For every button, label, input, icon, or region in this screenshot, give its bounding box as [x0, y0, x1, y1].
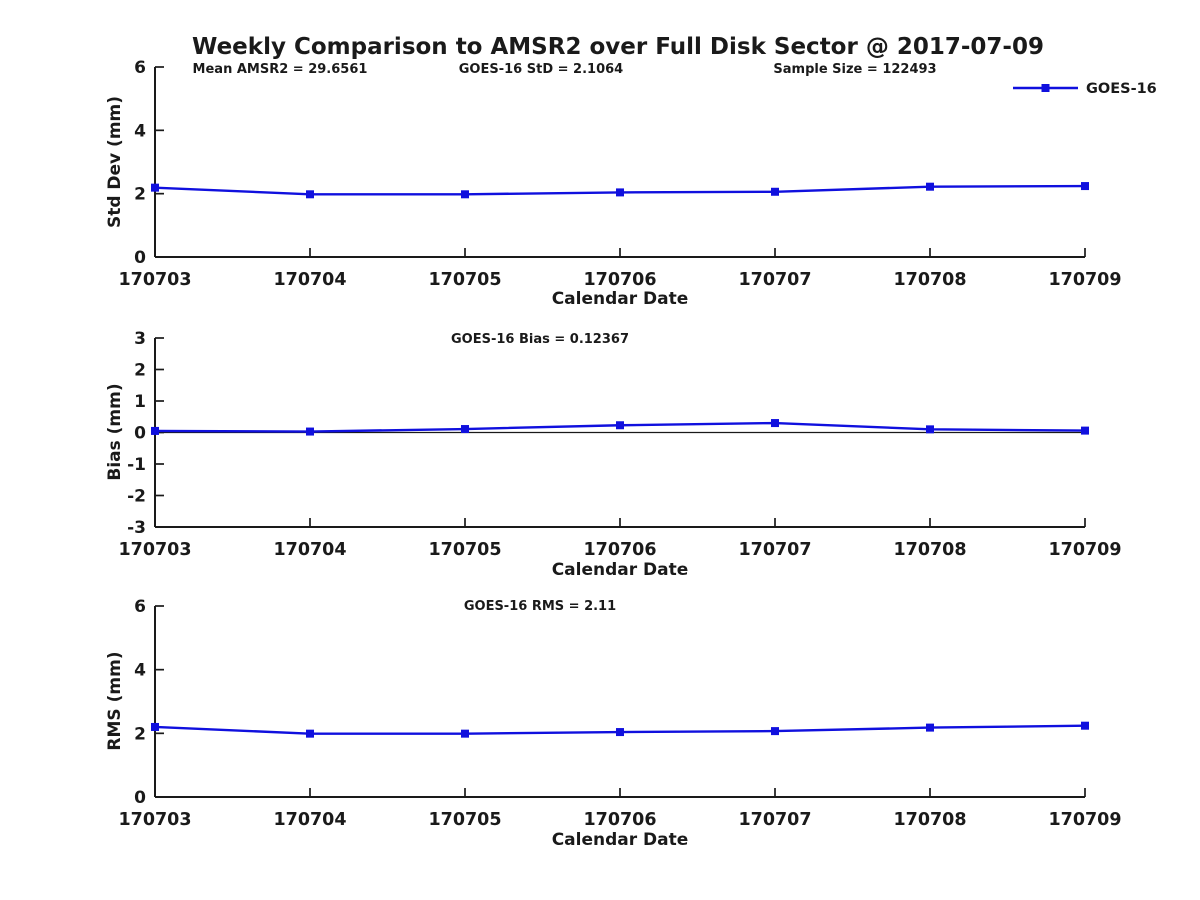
y-tick-label: 0 [134, 424, 146, 444]
data-point-marker [926, 182, 934, 191]
x-tick-label: 170706 [583, 270, 656, 290]
x-tick-label: 170704 [273, 270, 346, 290]
data-point-marker [616, 728, 624, 737]
data-point-marker [771, 419, 779, 428]
y-tick-label: 3 [134, 329, 146, 349]
data-point-marker [461, 190, 469, 199]
x-tick-label: 170708 [893, 810, 966, 830]
x-tick-label: 170707 [738, 270, 811, 290]
x-tick-label: 170709 [1048, 540, 1121, 560]
calendar-date-x-axis-label-2: Calendar Date [552, 560, 689, 580]
y-tick-label: 2 [134, 724, 146, 744]
x-tick-label: 170709 [1048, 270, 1121, 290]
figure-title: Weekly Comparison to AMSR2 over Full Dis… [192, 34, 1044, 60]
y-tick-label: -3 [127, 518, 146, 538]
data-point-marker [1081, 721, 1089, 730]
legend: GOES-16 [1013, 81, 1157, 97]
mean-amsr2-annotation: Mean AMSR2 = 29.6561 [193, 62, 368, 77]
data-point-marker [1081, 426, 1089, 435]
goes16-std-annotation: GOES-16 StD = 2.1064 [459, 62, 623, 77]
goes16-bias-annotation: GOES-16 Bias = 0.12367 [451, 332, 629, 347]
rms-y-axis-label: RMS (mm) [105, 651, 125, 750]
x-tick-label: 170703 [118, 270, 191, 290]
x-tick-label: 170706 [583, 540, 656, 560]
x-tick-label: 170703 [118, 810, 191, 830]
x-tick-label: 170708 [893, 270, 966, 290]
calendar-date-x-axis-label-3: Calendar Date [552, 830, 689, 850]
data-point-marker [771, 727, 779, 736]
data-point-marker [151, 722, 159, 731]
y-tick-label: 6 [134, 58, 146, 78]
y-tick-label: 1 [134, 392, 146, 412]
data-point-marker [306, 427, 314, 436]
data-point-marker [616, 188, 624, 197]
data-point-marker [151, 426, 159, 435]
x-tick-label: 170705 [428, 810, 501, 830]
y-tick-label: 6 [134, 597, 146, 617]
legend-square-marker-icon [1041, 84, 1050, 92]
sample-size-annotation: Sample Size = 122493 [773, 62, 936, 77]
data-point-marker [306, 190, 314, 199]
x-tick-label: 170705 [428, 270, 501, 290]
calendar-date-x-axis-label-1: Calendar Date [552, 289, 689, 309]
data-point-marker [461, 729, 469, 738]
x-tick-label: 170705 [428, 540, 501, 560]
x-tick-label: 170708 [893, 540, 966, 560]
y-tick-label: 0 [134, 788, 146, 808]
x-tick-label: 170704 [273, 810, 346, 830]
plots-layer: 0 2 4 6 170703 170704 170705 170706 170707 170708… [118, 58, 1121, 830]
data-point-marker [926, 425, 934, 434]
x-tick-label: 170706 [583, 810, 656, 830]
data-point-marker [926, 723, 934, 732]
y-tick-label: -1 [127, 455, 146, 475]
data-point-marker [771, 187, 779, 196]
x-tick-label: 170707 [738, 810, 811, 830]
goes16-rms-annotation: GOES-16 RMS = 2.11 [464, 599, 616, 614]
y-tick-label: 0 [134, 248, 146, 268]
data-point-marker [1081, 182, 1089, 191]
y-tick-label: -2 [127, 487, 146, 507]
x-tick-label: 170709 [1048, 810, 1121, 830]
data-point-marker [461, 425, 469, 434]
y-tick-label: 4 [134, 121, 146, 141]
legend-label: GOES-16 [1086, 81, 1157, 97]
x-tick-label: 170707 [738, 540, 811, 560]
data-point-marker [306, 729, 314, 738]
y-tick-label: 2 [134, 361, 146, 381]
data-point-marker [616, 421, 624, 430]
x-tick-label: 170703 [118, 540, 191, 560]
x-tick-label: 170704 [273, 540, 346, 560]
bias-y-axis-label: Bias (mm) [105, 383, 125, 480]
y-tick-label: 4 [134, 661, 146, 681]
data-point-marker [151, 183, 159, 192]
y-tick-label: 2 [134, 185, 146, 205]
stddev-y-axis-label: Std Dev (mm) [105, 96, 125, 228]
